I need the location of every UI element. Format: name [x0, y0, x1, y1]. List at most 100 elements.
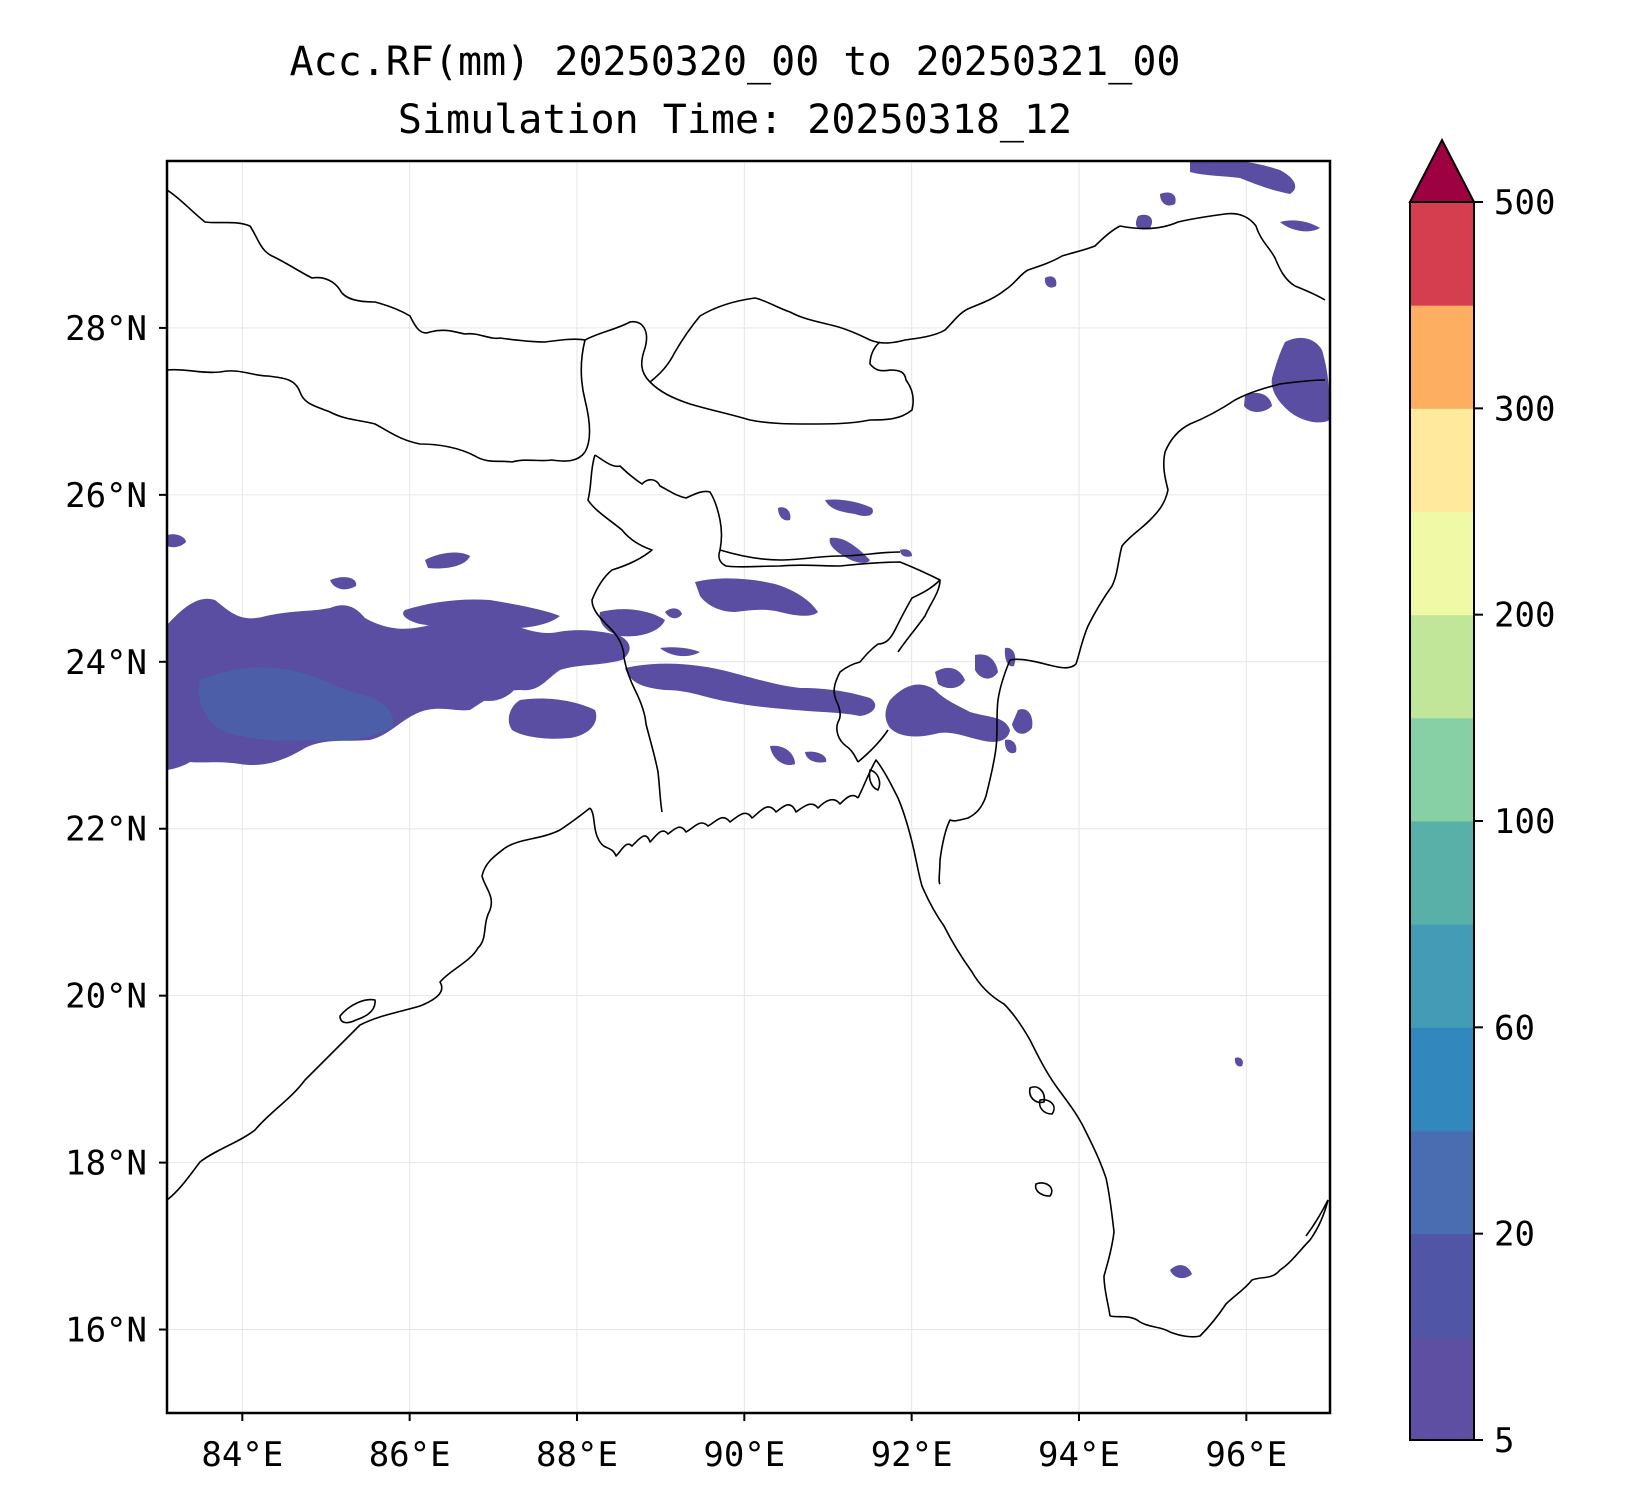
rain-area-west-core	[198, 667, 394, 741]
rain-area-far-northeast-2	[1244, 392, 1272, 412]
rain-area-small-11	[805, 751, 827, 763]
colorbar-segment	[1410, 1027, 1474, 1131]
rain-area-east-2	[935, 667, 965, 689]
lat-tick-label: 22°N	[65, 810, 147, 850]
coastline-myanmar-east	[1305, 1199, 1329, 1237]
colorbar-segment	[1410, 202, 1474, 306]
lon-tick-label: 86°E	[369, 1435, 451, 1475]
lat-tick-label: 20°N	[65, 977, 147, 1017]
border-arunachal	[1119, 212, 1326, 301]
rain-area-east-3	[975, 654, 998, 679]
lat-tick-label: 16°N	[65, 1311, 147, 1351]
colorbar-segment	[1410, 1130, 1474, 1235]
colorbar-segment	[1410, 1233, 1474, 1338]
coastline-chilika	[339, 998, 376, 1024]
map-frame	[165, 159, 1332, 1415]
rain-area-east-5	[1012, 709, 1033, 734]
map-panel	[165, 159, 1332, 1415]
lon-tick-label: 96°E	[1205, 1435, 1287, 1475]
colorbar-tick-label: 60	[1494, 1008, 1535, 1048]
border-assam-south	[719, 549, 901, 561]
rain-area-mid-west	[403, 599, 560, 629]
rain-area-small-6	[330, 577, 357, 590]
rain-area-northeast-top	[1190, 161, 1296, 194]
coastline-bangladesh-myanmar	[857, 759, 1115, 1317]
colorbar-tick-label: 100	[1494, 802, 1555, 842]
rain-area-east-4	[1004, 647, 1016, 667]
border-sikkim-bhutan	[580, 225, 1121, 453]
rain-area-central-band	[625, 663, 876, 716]
coastline-island-3	[1034, 1182, 1053, 1197]
border-bangladesh-west	[594, 454, 941, 763]
rain-area-small-1	[425, 552, 470, 569]
lat-tick-label: 28°N	[65, 309, 147, 349]
colorbar-segment	[1410, 821, 1474, 925]
colorbar-segment	[1410, 717, 1474, 822]
rain-area-northeast-2	[1160, 192, 1176, 206]
colorbar-tick-label: 300	[1494, 389, 1555, 429]
rain-area-myanmar-1	[1234, 1057, 1243, 1067]
border-nepal-north	[167, 189, 586, 343]
rain-area-northeast-4	[1280, 220, 1320, 232]
colorbar-tick-label: 500	[1494, 183, 1555, 223]
coastline-myanmar-south	[1109, 1199, 1329, 1338]
coastlines-borders	[167, 189, 1329, 1338]
lon-tick-labels: 84°E 86°E 88°E 90°E 92°E 94°E 96°E	[201, 1413, 1287, 1475]
coastline-island-2	[1038, 1098, 1055, 1115]
lat-tick-labels: 16°N 18°N 20°N 22°N 24°N 26°N 28°N	[65, 309, 167, 1351]
border-bangladesh-westcoast	[587, 454, 663, 813]
colorbar-tick-label: 200	[1494, 596, 1555, 636]
border-india-myanmar-north	[1009, 379, 1326, 669]
rain-area-east-cluster	[885, 684, 1010, 742]
lon-tick-label: 94°E	[1038, 1435, 1120, 1475]
rain-area-ne-3	[829, 537, 870, 563]
coastline-india-east	[167, 807, 591, 1201]
rain-area-small-4	[599, 609, 665, 637]
precipitation-layer	[167, 161, 1330, 1279]
colorbar-segment	[1410, 614, 1474, 719]
rain-area-small-7	[255, 617, 281, 632]
map-background	[167, 161, 1330, 1413]
rain-area-small-9	[660, 647, 700, 657]
colorbar-tick-label: 20	[1494, 1215, 1535, 1255]
lat-tick-label: 24°N	[65, 643, 147, 683]
coastline-sundarbans	[589, 794, 859, 857]
rain-area-far-northeast	[1271, 337, 1330, 423]
lat-tick-label: 18°N	[65, 1144, 147, 1184]
colorbar-tick-label: 5	[1494, 1421, 1514, 1461]
rain-area-small-8	[455, 666, 471, 678]
rain-area-myanmar-2	[1170, 1265, 1192, 1279]
rain-area-ne-2	[778, 507, 791, 521]
rain-area-far-west	[167, 534, 186, 548]
lat-tick-label: 26°N	[65, 476, 147, 516]
lon-tick-label: 88°E	[536, 1435, 618, 1475]
rain-area-small-5	[665, 608, 682, 619]
coastline-island-4	[868, 769, 881, 791]
rain-area-east-6	[1004, 739, 1017, 754]
border-nepal-south	[167, 368, 586, 463]
border-tripura-meghalaya	[857, 579, 941, 763]
lon-tick-label: 92°E	[871, 1435, 953, 1475]
lon-tick-label: 90°E	[703, 1435, 785, 1475]
rain-area-northeast-5	[1044, 276, 1057, 288]
map-title-line1: Acc.RF(mm) 20250320_00 to 20250321_00	[289, 39, 1180, 85]
colorbar-segment	[1410, 924, 1474, 1028]
colorbar-segment	[1410, 305, 1474, 409]
colorbar-segment	[1410, 1336, 1474, 1441]
rain-area-northeast-3	[1135, 214, 1153, 230]
colorbar-segment	[1410, 408, 1474, 512]
rain-area-small-2	[466, 672, 520, 702]
rain-area-north-central	[695, 578, 818, 616]
lon-tick-label: 84°E	[201, 1435, 283, 1475]
colorbar-extend-arrow	[1408, 137, 1476, 203]
coastline-island-1	[1028, 1086, 1046, 1104]
rain-area-ne-1	[825, 499, 873, 516]
rain-area-small-3	[508, 698, 597, 739]
colorbar: 5 20 60 100 200 300 500	[1408, 137, 1555, 1461]
border-mizoram-myanmar	[938, 659, 1011, 885]
rain-area-small-10	[770, 745, 795, 766]
map-title-line2: Simulation Time: 20250318_12	[398, 97, 1072, 143]
colorbar-segment	[1410, 511, 1474, 616]
rain-area-ne-4	[900, 549, 912, 557]
